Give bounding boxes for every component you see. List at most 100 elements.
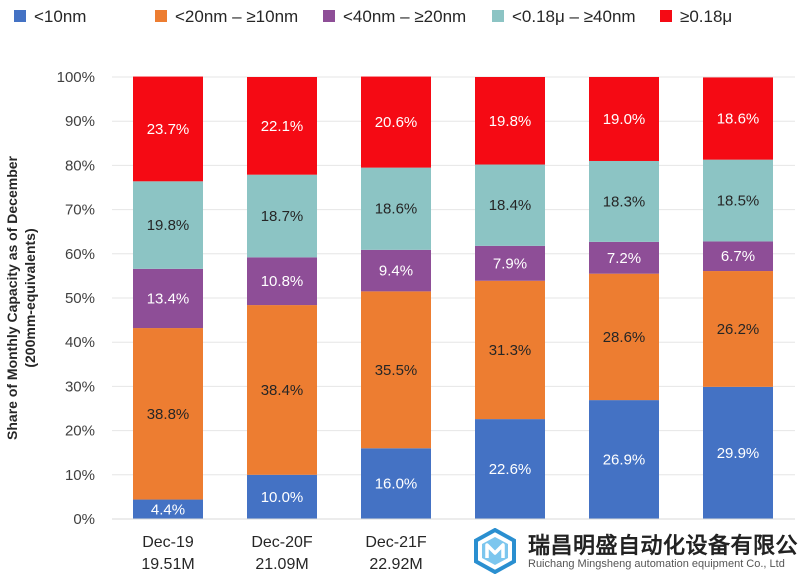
data-label: 35.5% bbox=[375, 362, 418, 379]
data-label: 16.0% bbox=[375, 476, 418, 493]
bar-segment bbox=[589, 400, 659, 519]
bar-segment bbox=[703, 241, 773, 272]
bar-segment bbox=[703, 386, 773, 519]
bar-segment bbox=[589, 160, 659, 242]
bar-segment bbox=[361, 167, 431, 250]
data-label: 31.3% bbox=[489, 342, 532, 359]
data-label: 19.8% bbox=[489, 113, 532, 130]
data-label: 29.9% bbox=[717, 445, 760, 462]
y-tick-label: 10% bbox=[65, 467, 95, 484]
y-axis-ticks: 0% 10% 20% 30% 40% 50% 60% 70% 80% 90% 100% bbox=[57, 69, 95, 528]
bar-segment bbox=[247, 174, 317, 258]
y-axis-title-line1: Share of Monthly Capacity as of December bbox=[4, 155, 20, 440]
data-labels: 4.4% 38.8% 13.4% 19.8% 23.7% 10.0% 38.4% 10.8% 1… bbox=[147, 111, 760, 519]
bar-segment bbox=[133, 499, 203, 519]
data-label: 7.9% bbox=[493, 255, 527, 272]
data-label: 10.0% bbox=[261, 489, 304, 506]
bar-segment bbox=[361, 291, 431, 449]
legend-swatch bbox=[660, 10, 672, 22]
bar-segment bbox=[133, 268, 203, 329]
data-label: 18.6% bbox=[717, 111, 760, 128]
data-label: 4.4% bbox=[151, 501, 185, 518]
bar-segment bbox=[247, 474, 317, 519]
legend-swatch bbox=[323, 10, 335, 22]
bar-segment bbox=[361, 76, 431, 168]
data-label: 26.2% bbox=[717, 321, 760, 338]
data-label: 23.7% bbox=[147, 121, 190, 138]
legend-label: ≥0.18μ bbox=[680, 7, 732, 26]
legend-label: <40nm – ≥20nm bbox=[343, 7, 466, 26]
bar-segment bbox=[247, 257, 317, 306]
y-tick-label: 0% bbox=[73, 511, 95, 528]
legend-swatch bbox=[155, 10, 167, 22]
data-label: 22.1% bbox=[261, 118, 304, 135]
data-label: 38.4% bbox=[261, 382, 304, 399]
bar-segment bbox=[475, 419, 545, 519]
data-label: 19.0% bbox=[603, 111, 646, 128]
data-label: 6.7% bbox=[721, 248, 755, 265]
y-tick-label: 90% bbox=[65, 113, 95, 130]
watermark-company-name: 瑞昌明盛自动化设备有限公司 bbox=[528, 534, 799, 559]
data-label: 22.6% bbox=[489, 461, 532, 478]
bar-segment bbox=[361, 249, 431, 292]
data-label: 13.4% bbox=[147, 290, 190, 307]
bar-segment bbox=[247, 305, 317, 475]
bar-segment bbox=[703, 271, 773, 387]
data-label: 18.3% bbox=[603, 193, 646, 210]
watermark-company-subtitle: Ruichang Mingsheng automation equipment … bbox=[528, 558, 785, 570]
y-tick-label: 20% bbox=[65, 423, 95, 440]
x-category-label: Dec-19 bbox=[142, 534, 194, 551]
x-axis-categories: Dec-19 19.51M Dec-20F 21.09M Dec-21F 22.92M bbox=[141, 534, 427, 573]
data-label: 9.4% bbox=[379, 263, 413, 280]
hexagon-m-logo-icon bbox=[474, 528, 516, 574]
bar-segment bbox=[475, 164, 545, 246]
data-label: 7.2% bbox=[607, 250, 641, 267]
data-label: 38.8% bbox=[147, 406, 190, 423]
legend-label: <20nm – ≥10nm bbox=[175, 7, 298, 26]
data-label: 10.8% bbox=[261, 273, 304, 290]
bar-segment bbox=[133, 76, 203, 182]
legend-swatch bbox=[14, 10, 26, 22]
data-label: 26.9% bbox=[603, 452, 646, 469]
bar-segment bbox=[361, 448, 431, 519]
bar-segment bbox=[703, 159, 773, 242]
bar-segment bbox=[475, 77, 545, 165]
y-tick-label: 40% bbox=[65, 334, 95, 351]
y-axis-title-line2: (200mm-equivalents) bbox=[22, 228, 38, 367]
legend-label: <10nm bbox=[34, 7, 86, 26]
x-category-sublabel: 19.51M bbox=[141, 556, 194, 573]
watermark: 瑞昌明盛自动化设备有限公司 Ruichang Mingsheng automat… bbox=[470, 526, 799, 580]
data-label: 18.5% bbox=[717, 193, 760, 210]
bar-segment bbox=[133, 181, 203, 269]
data-label: 28.6% bbox=[603, 329, 646, 346]
bar-segment bbox=[589, 77, 659, 161]
data-label: 19.8% bbox=[147, 217, 190, 234]
data-label: 20.6% bbox=[375, 114, 418, 131]
x-category-label: Dec-21F bbox=[365, 534, 427, 551]
bar-segment bbox=[475, 280, 545, 420]
bar-segment bbox=[133, 328, 203, 500]
y-tick-label: 70% bbox=[65, 202, 95, 219]
bar-segment bbox=[247, 77, 317, 175]
y-tick-label: 100% bbox=[57, 69, 95, 86]
y-tick-label: 50% bbox=[65, 290, 95, 307]
bar-segment bbox=[589, 273, 659, 401]
gridlines bbox=[112, 76, 795, 476]
legend: <10nm <20nm – ≥10nm <40nm – ≥20nm <0.18μ – … bbox=[14, 7, 732, 26]
x-category-sublabel: 22.92M bbox=[369, 556, 422, 573]
bar-segment bbox=[475, 245, 545, 281]
x-category-label: Dec-20F bbox=[251, 534, 313, 551]
legend-swatch bbox=[492, 10, 504, 22]
y-tick-label: 30% bbox=[65, 378, 95, 395]
bars bbox=[133, 76, 773, 519]
bar-segment bbox=[703, 77, 773, 160]
bar-segment bbox=[589, 241, 659, 274]
y-tick-label: 80% bbox=[65, 157, 95, 174]
data-label: 18.4% bbox=[489, 197, 532, 214]
y-tick-label: 60% bbox=[65, 246, 95, 263]
x-category-sublabel: 21.09M bbox=[255, 556, 308, 573]
data-label: 18.7% bbox=[261, 208, 304, 225]
data-label: 18.6% bbox=[375, 201, 418, 218]
legend-label: <0.18μ – ≥40nm bbox=[512, 7, 636, 26]
